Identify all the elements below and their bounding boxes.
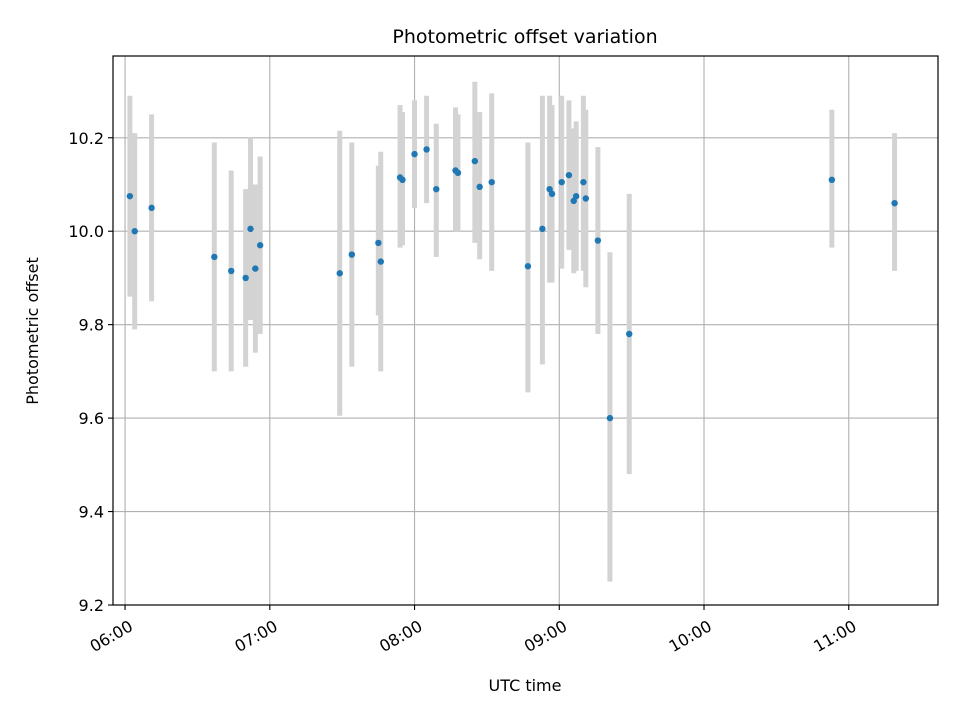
x-tick-label: 08:00 [376, 616, 425, 656]
y-tick-label: 9.6 [79, 409, 104, 428]
data-point [252, 265, 259, 272]
chart-title: Photometric offset variation [392, 26, 657, 48]
y-axis-label: Photometric offset [23, 257, 42, 405]
data-point [454, 169, 462, 177]
x-axis-ticks: 06:00 07:00 08:00 09:00 10:00 11:00 [87, 605, 860, 656]
data-point [131, 228, 138, 235]
y-tick-label: 10.2 [68, 129, 104, 148]
data-point [336, 270, 343, 277]
data-point [242, 274, 249, 282]
data-point [565, 171, 573, 179]
x-axis-label: UTC time [489, 676, 562, 695]
data-point [524, 263, 532, 270]
y-tick-label: 10.0 [68, 222, 104, 241]
x-tick-label: 06:00 [87, 616, 136, 656]
data-point [582, 195, 590, 202]
x-tick-label: 09:00 [521, 616, 570, 656]
y-axis-ticks: 9.2 9.4 9.6 9.8 10.0 10.2 [68, 129, 113, 615]
data-point [891, 199, 898, 207]
data-point [399, 176, 406, 184]
data-point [148, 204, 155, 212]
data-point [558, 178, 565, 186]
data-point [626, 330, 633, 338]
data-point [580, 178, 587, 186]
error-bars [127, 81, 898, 582]
data-point [572, 192, 580, 200]
data-point [348, 251, 356, 258]
y-tick-label: 9.4 [79, 503, 104, 522]
data-point [256, 242, 264, 249]
data-point [548, 190, 556, 198]
data-point [423, 146, 430, 153]
data-point [377, 258, 384, 265]
data-point [476, 183, 483, 191]
data-point [211, 253, 218, 261]
data-point [375, 239, 382, 247]
y-tick-label: 9.8 [79, 316, 104, 335]
data-point [433, 185, 440, 193]
x-tick-label: 07:00 [231, 616, 280, 656]
y-tick-label: 9.2 [79, 596, 104, 615]
data-point [126, 192, 134, 200]
data-point [471, 157, 479, 165]
x-tick-label: 11:00 [810, 616, 859, 656]
data-point [411, 150, 418, 158]
data-point [228, 267, 235, 275]
data-points [126, 146, 898, 422]
data-point [606, 414, 614, 422]
data-point [594, 237, 602, 244]
x-tick-label: 10:00 [666, 616, 715, 656]
plot-frame [112, 55, 939, 606]
data-point [488, 178, 495, 186]
data-point [247, 225, 254, 233]
data-point [828, 176, 836, 184]
data-point [539, 225, 546, 233]
